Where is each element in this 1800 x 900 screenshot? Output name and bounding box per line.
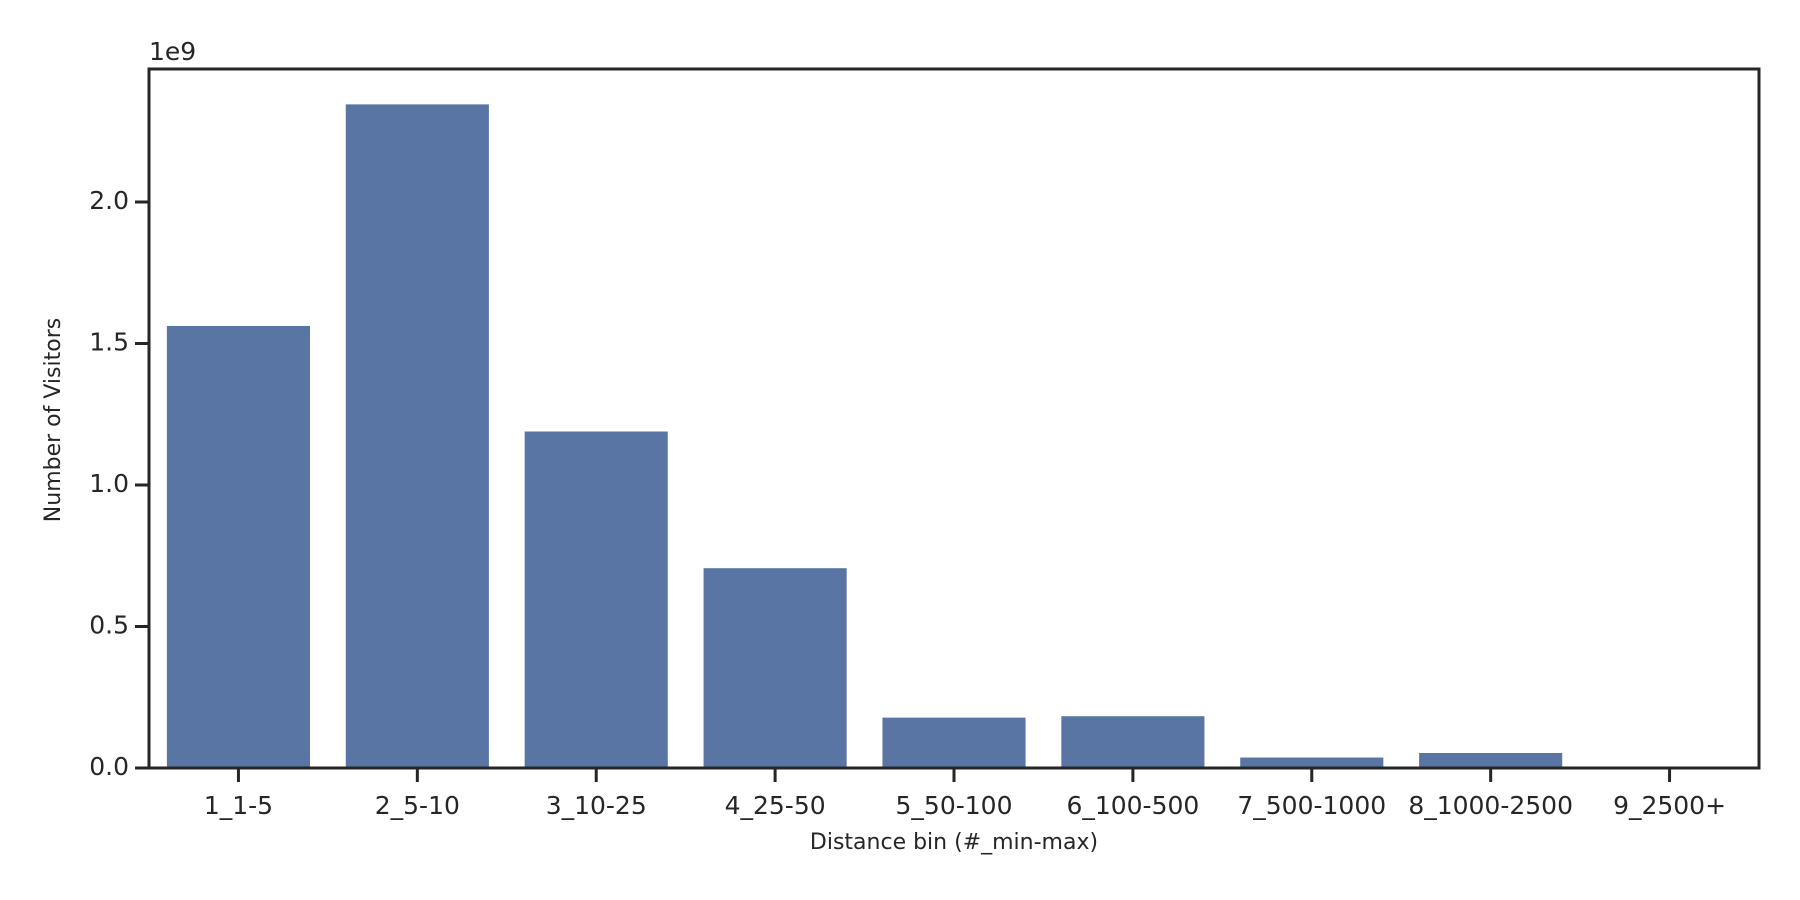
x-tick-label: 4_25-50 <box>725 791 826 820</box>
y-tick-label: 1.5 <box>89 328 129 357</box>
x-tick-label: 3_10-25 <box>546 791 647 820</box>
bar <box>703 568 847 768</box>
bar <box>345 104 489 768</box>
x-tick-label: 9_2500+ <box>1613 791 1726 820</box>
x-tick-label: 6_100-500 <box>1066 791 1199 820</box>
x-tick-label: 1_1-5 <box>204 791 273 820</box>
x-tick-label: 7_500-1000 <box>1237 791 1386 820</box>
plot-frame <box>147 67 1761 770</box>
x-axis-label: Distance bin (#_min-max) <box>810 830 1098 855</box>
y-tick-label: 1.0 <box>89 469 129 498</box>
x-tick-label: 5_50-100 <box>896 791 1013 820</box>
bar <box>882 717 1026 768</box>
x-tick-label: 8_1000-2500 <box>1408 791 1573 820</box>
offset-label: 1e9 <box>149 37 196 66</box>
bar <box>166 325 310 768</box>
y-tick-label: 0.0 <box>89 752 129 781</box>
bar <box>1240 757 1384 768</box>
bar <box>524 431 668 768</box>
y-axis-label: Number of Visitors <box>41 318 66 522</box>
x-tick-label: 2_5-10 <box>375 791 460 820</box>
y-tick-label: 2.0 <box>89 186 129 215</box>
bar <box>1061 716 1205 768</box>
y-tick-label: 0.5 <box>89 611 129 640</box>
bar <box>1419 753 1563 768</box>
